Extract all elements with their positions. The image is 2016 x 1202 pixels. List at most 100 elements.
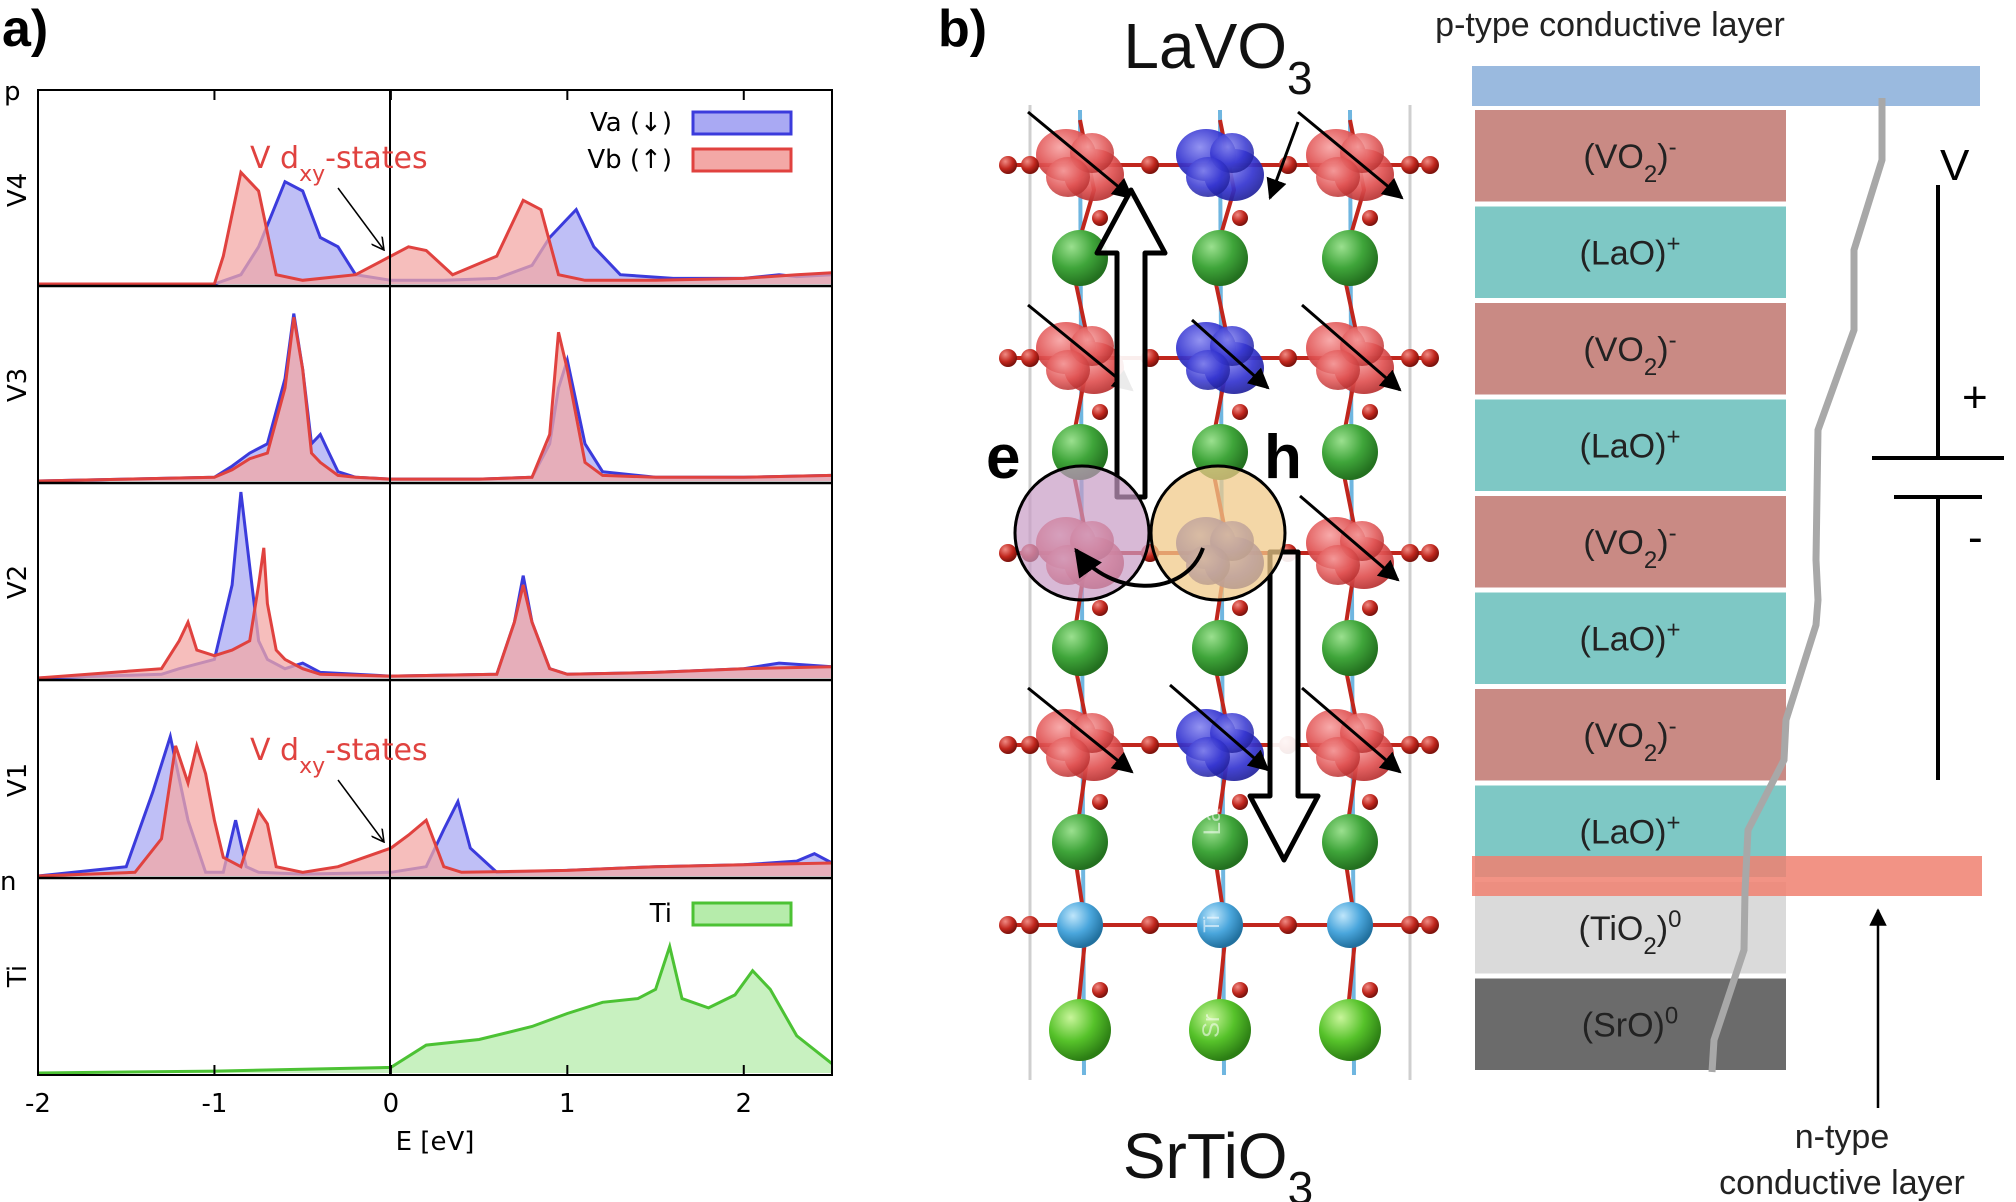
o-atom bbox=[999, 736, 1017, 754]
series-area-va bbox=[38, 313, 832, 481]
hole-circle bbox=[1149, 464, 1287, 602]
layer-block bbox=[1475, 978, 1786, 1070]
annotation-dxy-bottom: V dxy-states bbox=[250, 733, 428, 779]
electron-flow-arrow bbox=[1094, 187, 1168, 500]
layer-label: (VO2)- bbox=[1583, 133, 1676, 187]
n-edge-label: n bbox=[0, 867, 16, 897]
magnetic-moment-arrow bbox=[1299, 494, 1400, 582]
o-atom bbox=[1401, 544, 1419, 562]
magnetic-moment-arrow bbox=[1266, 121, 1300, 200]
o-atom bbox=[1021, 736, 1039, 754]
srtio3-title: SrTiO3 bbox=[1123, 1120, 1313, 1202]
series-line-vb bbox=[37, 740, 833, 878]
spin-up-orbital bbox=[1306, 517, 1394, 589]
row-label-v1: V1 bbox=[3, 763, 33, 797]
n-type-label-line2: conductive layer bbox=[1719, 1164, 1965, 1202]
o-atom bbox=[1232, 600, 1248, 616]
la-atom bbox=[1322, 814, 1378, 870]
battery-minus-label: - bbox=[1968, 513, 1983, 562]
x-tick-label: -1 bbox=[201, 1089, 227, 1119]
spin-down-orbital bbox=[1176, 129, 1264, 201]
la-atom bbox=[1322, 424, 1378, 480]
sr-atom bbox=[1319, 999, 1381, 1061]
o-atom bbox=[1021, 349, 1039, 367]
layer-block bbox=[1475, 110, 1786, 202]
la-atom bbox=[1052, 620, 1108, 676]
dos-subplot-ti bbox=[37, 940, 833, 1075]
spin-up-orbital bbox=[1036, 322, 1124, 394]
layer-block bbox=[1475, 303, 1786, 395]
series-area-vb bbox=[38, 745, 832, 876]
o-atom bbox=[1362, 600, 1378, 616]
sr-atom-label: Sr bbox=[1198, 1014, 1225, 1038]
o-atom bbox=[1279, 916, 1297, 934]
layer-label: (VO2)- bbox=[1583, 712, 1676, 766]
la-atom bbox=[1322, 230, 1378, 286]
dos-subplot-v3 bbox=[37, 313, 833, 483]
o-atom bbox=[1232, 404, 1248, 420]
layer-label: (TiO2)0 bbox=[1579, 905, 1682, 959]
series-area-ti bbox=[38, 946, 832, 1073]
annotation-dxy-top: V dxy-states bbox=[250, 141, 428, 187]
battery-plus-label: + bbox=[1962, 373, 1988, 422]
p-type-layer bbox=[1472, 66, 1980, 106]
legend-vb-swatch bbox=[691, 147, 793, 173]
layer-label: (VO2)- bbox=[1583, 519, 1676, 573]
series-line-va bbox=[37, 313, 833, 483]
battery-voltage-label: V bbox=[1940, 141, 1970, 190]
x-ticks: -2 -1 0 1 2 bbox=[25, 90, 752, 1119]
o-atom bbox=[1362, 210, 1378, 226]
magnetic-moment-arrow bbox=[1027, 110, 1134, 200]
o-atom bbox=[1141, 156, 1159, 174]
o-atom bbox=[1021, 916, 1039, 934]
layer-block bbox=[1475, 689, 1786, 781]
excitation-arrow bbox=[1074, 547, 1205, 588]
x-tick-label: -2 bbox=[25, 1089, 51, 1119]
dos-subplots bbox=[37, 169, 833, 1075]
layer-label: (VO2)- bbox=[1583, 326, 1676, 380]
o-atom bbox=[1421, 349, 1439, 367]
magnetic-moment-arrow bbox=[1297, 110, 1404, 200]
series-line-vb bbox=[37, 317, 833, 483]
o-atom bbox=[1421, 156, 1439, 174]
row-label-v3: V3 bbox=[3, 368, 33, 402]
hole-label: h bbox=[1264, 423, 1302, 492]
series-area-vb bbox=[38, 547, 832, 678]
o-atom bbox=[1421, 736, 1439, 754]
legend-ti-label: Ti bbox=[649, 899, 672, 929]
spin-up-orbital bbox=[1036, 709, 1124, 781]
o-atom bbox=[1401, 916, 1419, 934]
x-tick-label: 1 bbox=[559, 1089, 576, 1119]
o-atom bbox=[1401, 736, 1419, 754]
la-atom bbox=[1192, 620, 1248, 676]
magnetic-moment-arrow bbox=[1301, 303, 1402, 392]
structure-panel: b) LaVO3 SrTiO3 La Ti Sr e h p-type cond… bbox=[938, 0, 2004, 1202]
ti-atom-label: Ti bbox=[1199, 915, 1224, 933]
o-atom bbox=[1362, 794, 1378, 810]
o-atom bbox=[1021, 156, 1039, 174]
series-area-va bbox=[38, 736, 832, 876]
layer-block bbox=[1475, 206, 1786, 298]
series-line-vb bbox=[37, 547, 833, 680]
magnetic-moment-arrow bbox=[1190, 318, 1270, 390]
o-atom bbox=[1232, 794, 1248, 810]
o-atom bbox=[1279, 349, 1297, 367]
p-edge-label: p bbox=[4, 77, 21, 107]
o-atom bbox=[1421, 916, 1439, 934]
spin-up-orbital bbox=[1306, 129, 1394, 201]
layer-label: (LaO)+ bbox=[1580, 616, 1681, 659]
spin-up-orbital bbox=[1306, 709, 1394, 781]
o-atom bbox=[1232, 982, 1248, 998]
row-label-v4: V4 bbox=[3, 173, 33, 207]
dos-subplot-v2 bbox=[37, 491, 833, 680]
ti-atom bbox=[1327, 902, 1373, 948]
sr-atom bbox=[1049, 999, 1111, 1061]
layer-block bbox=[1475, 592, 1786, 684]
x-tick-label: 0 bbox=[383, 1089, 400, 1119]
sr-atom bbox=[1189, 999, 1251, 1061]
dos-subplot-v1 bbox=[37, 730, 833, 878]
layer-label: (LaO)+ bbox=[1580, 809, 1681, 852]
x-axis-label: E [eV] bbox=[396, 1127, 475, 1157]
series-area-vb bbox=[38, 172, 832, 284]
